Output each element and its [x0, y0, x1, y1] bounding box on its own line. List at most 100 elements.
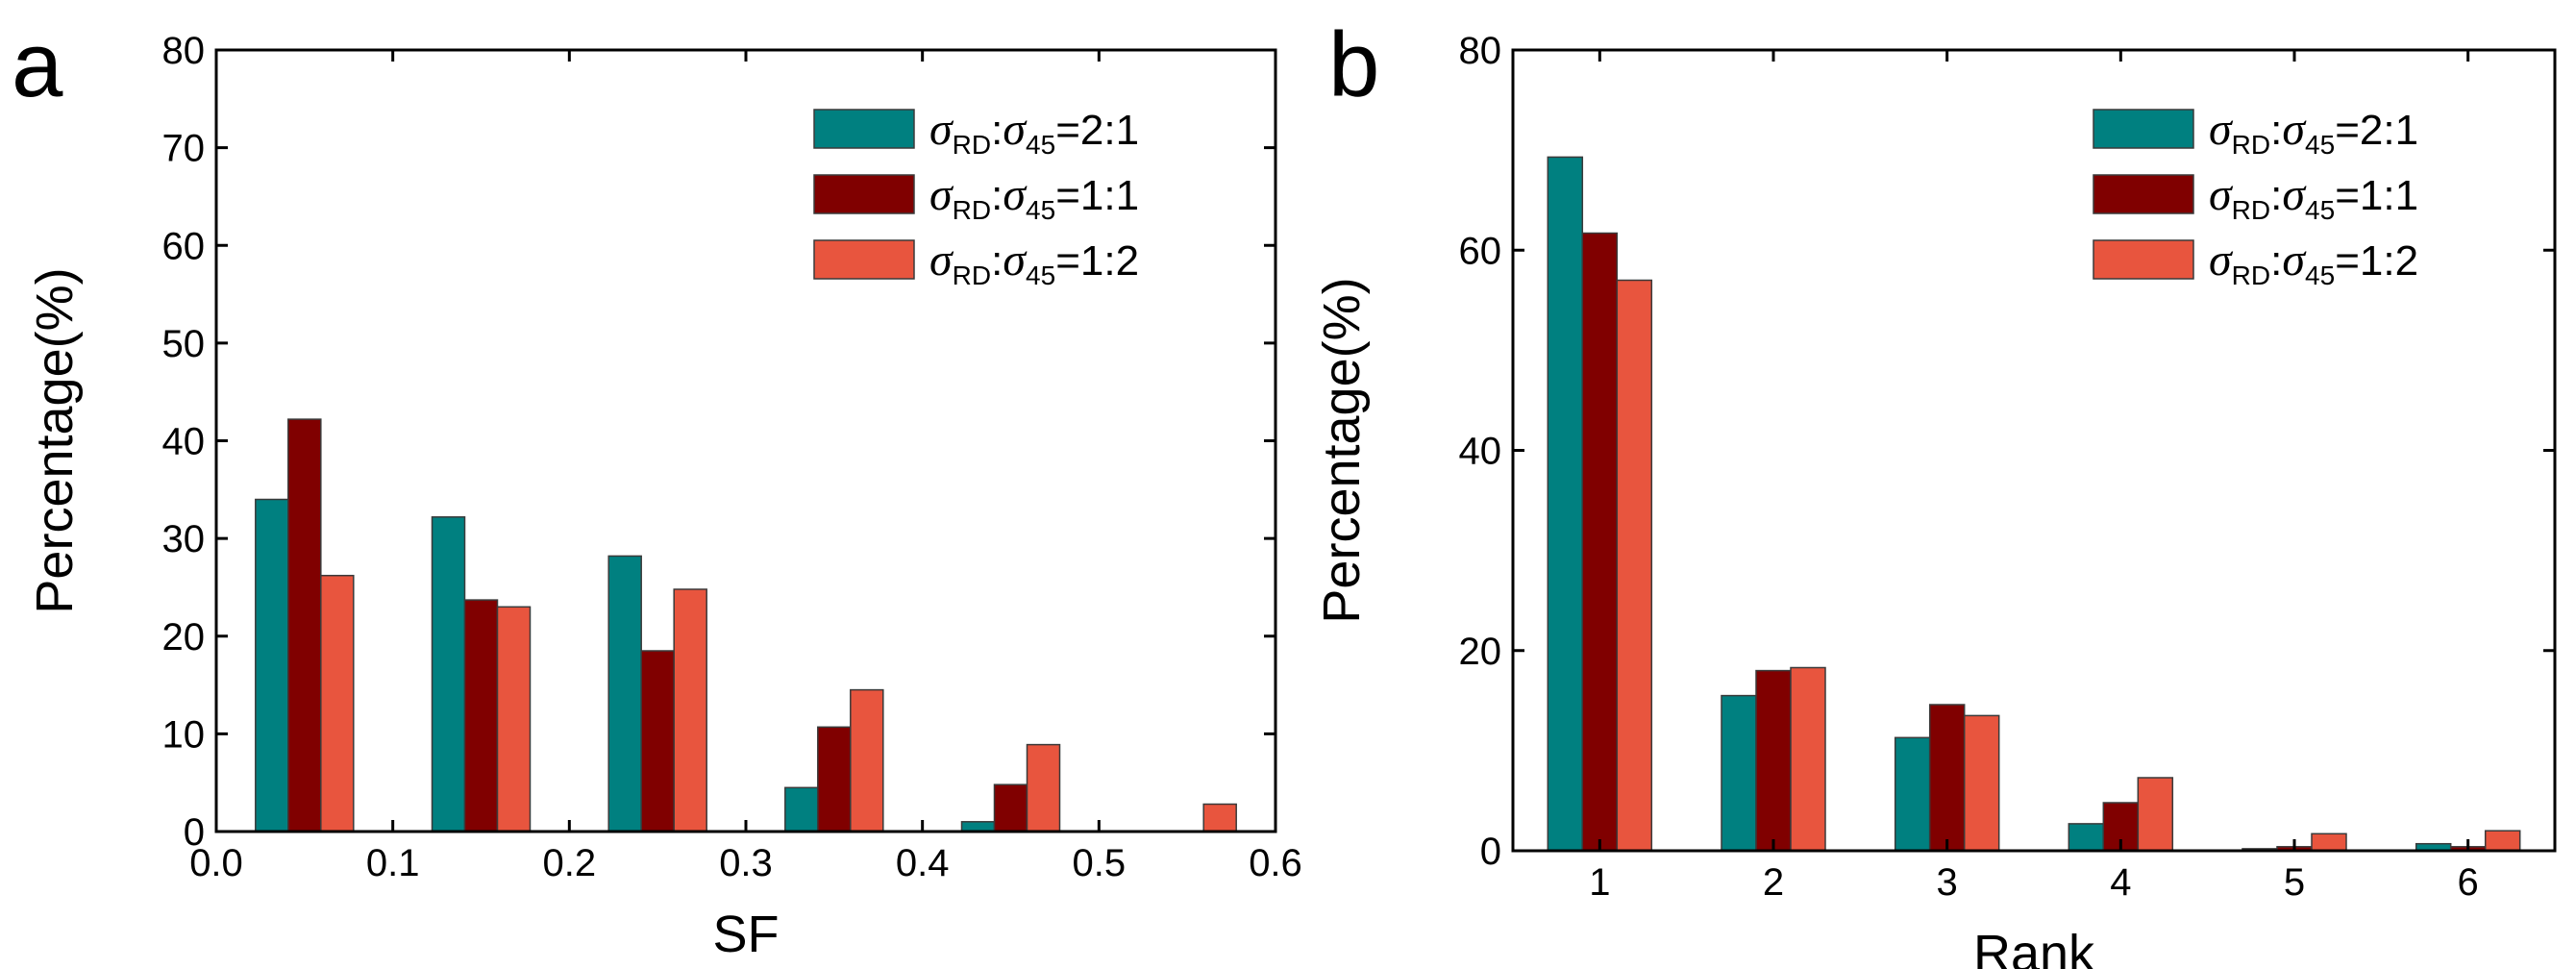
- plot-frame: [214, 48, 1277, 833]
- x-axis-label: SF: [712, 906, 779, 963]
- x-tick-label: 0.2: [543, 842, 597, 884]
- legend-symbol2: σ: [2282, 104, 2307, 155]
- legend-symbol1: σ: [2209, 169, 2234, 220]
- legend-symbol2: σ: [2282, 169, 2307, 220]
- plot-frame: [1511, 48, 2557, 853]
- bar: [640, 650, 675, 832]
- bar: [2068, 823, 2105, 852]
- legend-ratio: =2:1: [1055, 107, 1139, 154]
- bar: [496, 606, 532, 832]
- legend-sub1: RD: [2232, 130, 2270, 160]
- y-tick-label: 0: [1480, 831, 1501, 873]
- legend-sub1: RD: [2232, 261, 2270, 290]
- x-tick-label: 0.3: [719, 842, 773, 884]
- bar: [1547, 156, 1584, 852]
- legend-ratio: =1:2: [1055, 237, 1139, 285]
- legend-sub2: 45: [1026, 195, 1055, 225]
- y-tick-label: 60: [1459, 230, 1502, 272]
- legend-colon: :: [991, 237, 1003, 285]
- bar: [287, 418, 322, 832]
- y-tick-label: 40: [1459, 431, 1502, 473]
- x-tick-label: 5: [2284, 861, 2305, 904]
- bar: [1755, 669, 1792, 852]
- y-tick-label: 30: [162, 518, 206, 560]
- legend-swatch: [2093, 239, 2194, 280]
- legend-entry: σRD:σ45=1:1: [2209, 169, 2418, 225]
- x-tick-label: 0.6: [1249, 842, 1302, 884]
- legend-symbol1: σ: [2209, 104, 2234, 155]
- x-tick-label: 3: [1937, 861, 1958, 904]
- x-tick-label: 4: [2110, 861, 2131, 904]
- legend-entry: σRD:σ45=2:1: [929, 104, 1139, 160]
- bar: [463, 599, 499, 832]
- legend-colon: :: [2270, 237, 2282, 285]
- bar: [255, 498, 289, 832]
- bar: [1963, 714, 2000, 852]
- bar: [817, 726, 852, 832]
- bar: [784, 786, 819, 832]
- y-tick-label: 50: [162, 323, 206, 365]
- legend-symbol2: σ: [1003, 235, 1028, 286]
- legend-symbol2: σ: [2282, 235, 2307, 286]
- y-tick-label: 40: [162, 421, 206, 463]
- x-axis-label: Rank: [1973, 925, 2095, 969]
- y-tick-label: 60: [162, 225, 206, 267]
- bar: [1026, 743, 1061, 832]
- legend-sub2: 45: [2305, 261, 2335, 290]
- bar: [1894, 736, 1931, 852]
- legend-symbol1: σ: [929, 169, 954, 220]
- legend-ratio: =1:1: [2335, 172, 2418, 219]
- bar: [1581, 232, 1619, 852]
- legend-sub1: RD: [2232, 195, 2270, 225]
- y-tick-label: 0: [184, 811, 205, 854]
- bar: [960, 821, 996, 832]
- bar: [607, 555, 642, 832]
- legend-sub1: RD: [953, 261, 991, 290]
- y-axis-label: Percentage(%): [26, 267, 84, 613]
- bar: [1790, 666, 1826, 852]
- x-tick-label: 0.5: [1073, 842, 1127, 884]
- y-tick-label: 80: [1459, 30, 1502, 72]
- legend-colon: :: [2270, 107, 2282, 154]
- x-tick-label: 2: [1763, 861, 1784, 904]
- legend-swatch: [813, 109, 915, 149]
- y-tick-label: 80: [162, 30, 206, 72]
- legend-entry: σRD:σ45=1:2: [2209, 235, 2418, 290]
- legend-sub2: 45: [2305, 195, 2335, 225]
- y-tick-label: 10: [162, 713, 206, 756]
- legend-entry: σRD:σ45=1:2: [929, 235, 1139, 290]
- legend-sub1: RD: [953, 130, 991, 160]
- legend-ratio: =1:1: [1055, 172, 1139, 219]
- legend-swatch: [813, 174, 915, 214]
- legend-swatch: [2093, 174, 2194, 214]
- bar: [1202, 803, 1237, 832]
- legend-symbol1: σ: [2209, 235, 2234, 286]
- bar: [2484, 830, 2521, 852]
- legend-swatch: [2093, 109, 2194, 149]
- bar: [2137, 777, 2174, 852]
- legend-symbol2: σ: [1003, 169, 1028, 220]
- legend-sub1: RD: [953, 195, 991, 225]
- bar: [850, 688, 884, 832]
- bar: [1616, 279, 1653, 852]
- legend-ratio: =2:1: [2335, 107, 2418, 154]
- legend-sub2: 45: [2305, 130, 2335, 160]
- legend-sub2: 45: [1026, 130, 1055, 160]
- legend-entry: σRD:σ45=2:1: [2209, 104, 2418, 160]
- x-tick-label: 6: [2458, 861, 2479, 904]
- bar: [431, 516, 466, 832]
- x-tick-label: 0.4: [896, 842, 950, 884]
- legend-colon: :: [991, 172, 1003, 219]
- legend-colon: :: [2270, 172, 2282, 219]
- y-axis-label: Percentage(%): [1313, 277, 1371, 623]
- legend-symbol1: σ: [929, 235, 954, 286]
- panel-label: a: [12, 13, 63, 116]
- legend-symbol2: σ: [1003, 104, 1028, 155]
- y-tick-label: 20: [162, 616, 206, 658]
- bar: [993, 783, 1028, 832]
- legend-ratio: =1:2: [2335, 237, 2418, 285]
- legend-colon: :: [991, 107, 1003, 154]
- x-tick-label: 0.1: [366, 842, 420, 884]
